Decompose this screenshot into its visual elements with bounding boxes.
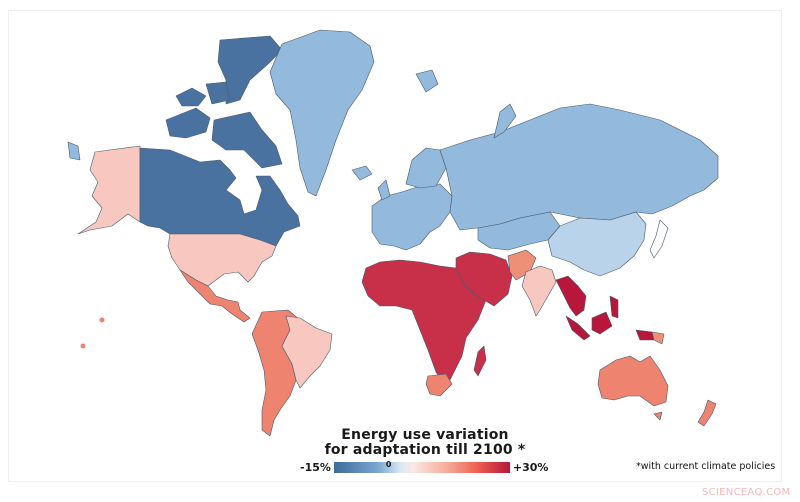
region-middle-east[interactable] [455, 251, 513, 307]
region-japan[interactable] [649, 219, 669, 259]
region-canada-arctic[interactable] [175, 87, 207, 107]
region-indonesia[interactable] [565, 315, 591, 341]
region-canada-arctic[interactable] [217, 35, 283, 105]
region-russia[interactable] [439, 103, 719, 231]
region-united-states[interactable] [167, 233, 277, 287]
region-india[interactable] [521, 265, 557, 317]
region-chukotka-west[interactable] [67, 141, 81, 161]
legend-title-line2: for adaptation till 2100 * [324, 442, 526, 458]
legend-min-label: -15% [300, 460, 331, 474]
region-china[interactable] [547, 211, 647, 277]
footnote: *with current climate policies [636, 461, 776, 472]
region-southeast-asia[interactable] [555, 275, 587, 317]
watermark: SCIENCEAQ.COM [702, 487, 791, 498]
legend-title: Energy use variation for adaptation till… [320, 428, 530, 458]
legend-gradient-bar: 0 [333, 459, 510, 473]
region-scandinavia[interactable] [405, 147, 447, 189]
region-png[interactable] [651, 331, 665, 345]
region-svalbard[interactable] [415, 69, 439, 93]
region-australia[interactable] [597, 355, 669, 407]
region-greenland[interactable] [269, 29, 375, 197]
region-novaya-zemlya[interactable] [493, 103, 517, 139]
region-tasmania[interactable] [653, 411, 663, 421]
legend-max-label: +30% [512, 460, 549, 474]
region-iceland[interactable] [351, 165, 373, 181]
legend-title-line1: Energy use variation [341, 427, 509, 443]
color-scale-legend: -15% 0 +30% [300, 460, 548, 474]
region-pacific-island[interactable] [80, 343, 86, 349]
region-africa[interactable] [361, 259, 487, 389]
region-canada-arctic[interactable] [205, 81, 231, 105]
region-philippines[interactable] [609, 295, 619, 319]
region-mexico-central-america[interactable] [179, 269, 251, 323]
region-new-zealand[interactable] [697, 399, 717, 427]
region-south-africa[interactable] [425, 373, 453, 397]
region-borneo[interactable] [591, 311, 613, 335]
region-papua[interactable] [635, 329, 655, 341]
region-canada-arctic[interactable] [211, 111, 283, 169]
region-madagascar[interactable] [473, 345, 487, 377]
region-uk[interactable] [377, 179, 391, 201]
region-brazil[interactable] [281, 315, 333, 389]
region-canada-arctic[interactable] [165, 107, 211, 139]
region-alaska[interactable] [77, 145, 141, 235]
region-europe[interactable] [371, 183, 453, 251]
region-hawaii[interactable] [99, 317, 105, 323]
legend-zero-label: 0 [385, 459, 392, 469]
